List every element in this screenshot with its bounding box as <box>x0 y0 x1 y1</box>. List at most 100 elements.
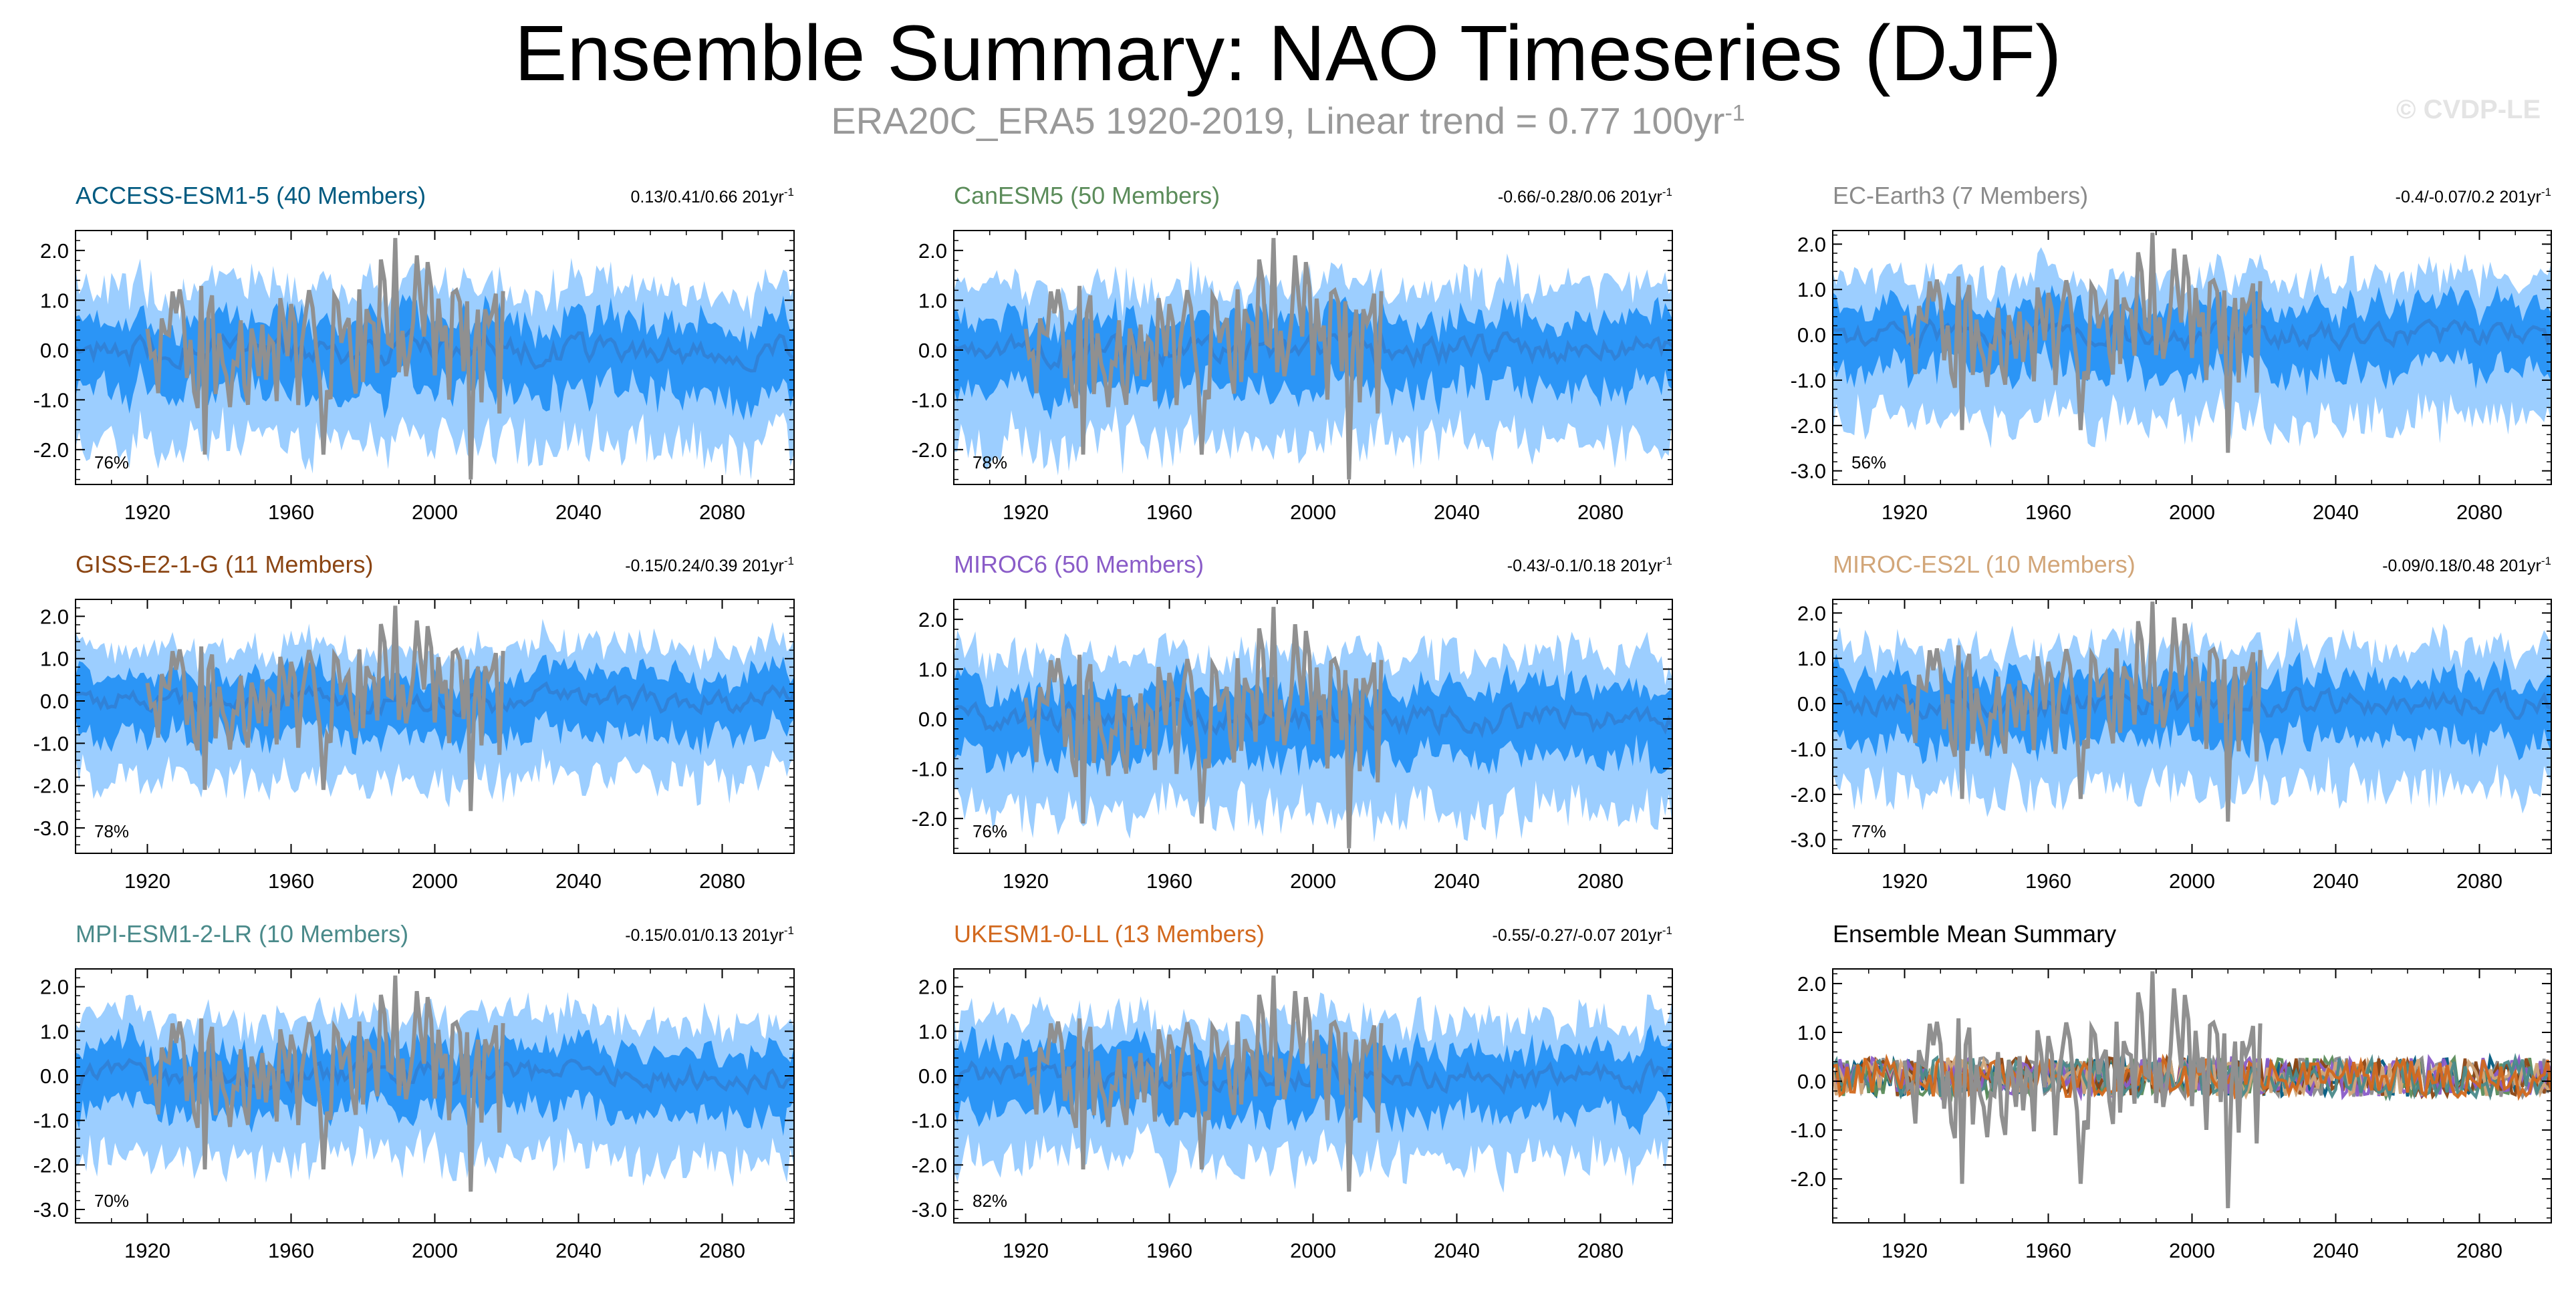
panel-access-esm1-5: ACCESS-ESM1-5 (40 Members) 0.13/0.41/0.66… <box>33 182 795 524</box>
y-tick-label: 2.0 <box>40 605 69 628</box>
panel-title: ACCESS-ESM1-5 (40 Members) <box>76 182 426 209</box>
plot-area <box>76 238 794 480</box>
panel-trend-stats: -0.55/-0.27/-0.07 201yr-1 <box>1493 924 1672 945</box>
y-tick-label: -3.0 <box>33 1198 69 1222</box>
x-tick-label: 1960 <box>2025 869 2071 893</box>
y-tick-label: 2.0 <box>918 976 947 999</box>
plot-area <box>76 975 794 1192</box>
x-tick-label: 2080 <box>1577 500 1624 524</box>
x-tick-label: 2040 <box>2313 1239 2359 1262</box>
panel-title: CanESM5 (50 Members) <box>954 182 1220 209</box>
panel-trend-stats: -0.66/-0.28/0.06 201yr-1 <box>1498 186 1672 206</box>
y-tick-label: -1.0 <box>1791 738 1826 761</box>
y-tick-label: 0.0 <box>1797 692 1826 716</box>
y-tick-label: -2.0 <box>1791 783 1826 807</box>
x-tick-label: 1960 <box>268 500 314 524</box>
y-tick-label: -1.0 <box>33 732 69 755</box>
y-tick-label: 2.0 <box>40 239 69 263</box>
panel-ensemble-mean-summary: Ensemble Mean Summary 2.0 1.0 0.0 -1.0 -2.0 19… <box>1791 920 2552 1262</box>
y-tick-label: -3.0 <box>1791 460 1826 483</box>
figure-title: Ensemble Summary: NAO Timeseries (DJF) <box>514 9 2062 98</box>
y-tick-label: -2.0 <box>912 438 947 462</box>
y-tick-label: -2.0 <box>1791 1167 1826 1191</box>
x-tick-label: 2000 <box>2169 500 2215 524</box>
y-tick-label: 2.0 <box>1797 233 1826 256</box>
y-tick-label: -2.0 <box>33 774 69 798</box>
y-tick-label: -1.0 <box>912 757 947 780</box>
y-tick-label: 1.0 <box>918 289 947 312</box>
x-tick-label: 2000 <box>1290 500 1336 524</box>
x-tick-label: 1920 <box>1003 500 1049 524</box>
x-tick-label: 2080 <box>699 500 745 524</box>
x-tick-label: 2000 <box>1290 1239 1336 1262</box>
y-tick-label: 2.0 <box>40 976 69 999</box>
panel-percent-label: 78% <box>973 452 1007 472</box>
x-tick-label: 1920 <box>1003 869 1049 893</box>
panel-percent-label: 70% <box>94 1191 129 1211</box>
figure-subtitle: ERA20C_ERA5 1920-2019, Linear trend = 0.… <box>0 99 2576 142</box>
panel-percent-label: 56% <box>1851 452 1886 472</box>
x-tick-label: 1960 <box>1146 500 1192 524</box>
panel-trend-stats: 0.13/0.41/0.66 201yr-1 <box>631 186 794 206</box>
panel-trend-stats: -0.15/0.01/0.13 201yr-1 <box>625 924 794 945</box>
panel-ec-earth3: EC-Earth3 (7 Members) -0.4/-0.07/0.2 201y… <box>1791 182 2552 524</box>
x-tick-label: 1920 <box>124 869 170 893</box>
plot-area <box>76 605 794 811</box>
y-tick-label: -1.0 <box>912 1109 947 1133</box>
y-tick-label: 0.0 <box>40 339 69 362</box>
x-tick-label: 2040 <box>2313 869 2359 893</box>
y-tick-label: 0.0 <box>918 339 947 362</box>
observed-nao-line <box>1902 601 2263 822</box>
panel-trend-stats: -0.15/0.24/0.39 201yr-1 <box>625 555 794 575</box>
copyright-label: © CVDP-LE <box>2396 95 2541 124</box>
x-tick-label: 2040 <box>2313 500 2359 524</box>
x-tick-label: 2040 <box>1434 869 1480 893</box>
y-tick-label: -3.0 <box>33 817 69 840</box>
y-tick-label: -2.0 <box>1791 414 1826 438</box>
x-tick-label: 2000 <box>1290 869 1336 893</box>
panel-trend-stats: -0.4/-0.07/0.2 201yr-1 <box>2396 186 2551 206</box>
y-tick-label: 1.0 <box>1797 278 1826 301</box>
observed-nao-line <box>145 605 505 811</box>
y-tick-label: 1.0 <box>1797 1021 1826 1044</box>
y-tick-label: 1.0 <box>40 648 69 671</box>
panel-trend-stats: -0.09/0.18/0.48 201yr-1 <box>2382 555 2551 575</box>
y-tick-label: 1.0 <box>40 1020 69 1043</box>
x-tick-label: 2080 <box>1577 869 1624 893</box>
x-tick-label: 1960 <box>2025 500 2071 524</box>
y-tick-label: -1.0 <box>33 388 69 412</box>
y-tick-label: 0.0 <box>918 708 947 731</box>
y-tick-label: 0.0 <box>40 690 69 713</box>
observed-nao-line <box>1023 607 1384 849</box>
plot-area <box>1833 233 2551 453</box>
panel-percent-label: 77% <box>1851 821 1886 841</box>
panel-percent-label: 82% <box>973 1191 1007 1211</box>
y-tick-label: -2.0 <box>33 438 69 462</box>
y-tick-label: 2.0 <box>1797 972 1826 996</box>
x-tick-label: 2000 <box>412 869 458 893</box>
panel-canesm5: CanESM5 (50 Members) -0.66/-0.28/0.06 201… <box>912 182 1673 524</box>
panel-title: EC-Earth3 (7 Members) <box>1833 182 2088 209</box>
observed-nao-line <box>1902 971 2263 1209</box>
panel-percent-label: 76% <box>973 821 1007 841</box>
y-tick-label: 1.0 <box>1797 647 1826 670</box>
observed-nao-line <box>1023 238 1384 480</box>
x-tick-label: 2080 <box>2456 869 2502 893</box>
x-tick-label: 2080 <box>2456 500 2502 524</box>
panel-title: MIROC-ES2L (10 Members) <box>1833 551 2136 578</box>
panel-miroc-es2l: MIROC-ES2L (10 Members) -0.09/0.18/0.48 2… <box>1791 551 2552 893</box>
y-tick-label: -3.0 <box>1791 829 1826 852</box>
x-tick-label: 1920 <box>1882 869 1928 893</box>
x-tick-label: 2000 <box>412 1239 458 1262</box>
x-tick-label: 1920 <box>124 500 170 524</box>
panel-percent-label: 76% <box>94 452 129 472</box>
x-tick-label: 2000 <box>412 500 458 524</box>
x-tick-label: 2040 <box>555 869 602 893</box>
plot-area <box>1833 971 2551 1209</box>
y-tick-label: 2.0 <box>1797 601 1826 625</box>
plot-area <box>954 975 1672 1193</box>
y-tick-label: 0.0 <box>40 1064 69 1088</box>
y-tick-label: 1.0 <box>918 658 947 681</box>
y-tick-label: -1.0 <box>1791 1119 1826 1142</box>
subtitle-superscript: -1 <box>1724 100 1745 126</box>
